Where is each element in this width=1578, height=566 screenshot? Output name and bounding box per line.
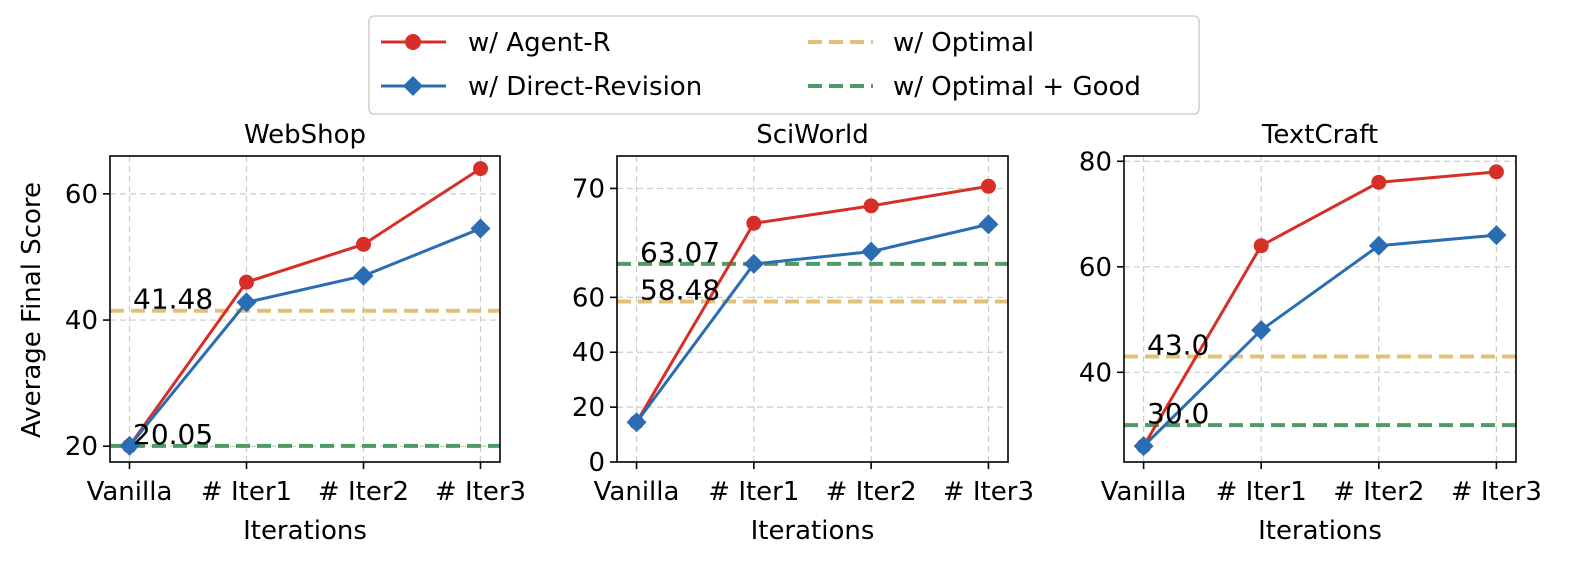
panel-title-textcraft: TextCraft — [1261, 120, 1378, 150]
point-direct-revision — [119, 435, 140, 456]
x-axis-title: Iterations — [243, 516, 367, 546]
series-line-agent-r — [635, 184, 989, 423]
x-tick-label: # Iter3 — [1451, 477, 1542, 507]
point-agent-r — [239, 274, 254, 290]
point-agent-r — [356, 236, 371, 252]
legend-label-optimal: w/ Optimal — [893, 28, 1034, 58]
x-tick-label: # Iter2 — [1333, 477, 1424, 507]
x-tick-label: # Iter1 — [201, 477, 292, 507]
panel-title-sciworld: SciWorld — [756, 120, 869, 150]
reference-label-optimal: 41.48 — [133, 283, 213, 316]
series-line-direct-revision — [635, 222, 989, 424]
legend-item-direct-revision: w/ Direct-Revision — [381, 72, 702, 102]
y-tick-label: 20 — [65, 432, 98, 462]
point-agent-r — [1253, 238, 1269, 254]
legend-label-direct-revision: w/ Direct-Revision — [468, 72, 702, 102]
panel-sciworld: 58.48 63.07 0 20 40 60 70 Vanilla # Iter1 # Iter2… — [572, 120, 1034, 546]
legend-marker-direct-revision — [403, 76, 423, 96]
legend: w/ Agent-R w/ Direct-Revision w/ Optimal… — [368, 15, 1200, 115]
legend-item-optimal-good: w/ Optimal + Good — [808, 72, 1141, 102]
y-tick-label: 80 — [1079, 147, 1112, 177]
reference-label-optimal-good: 63.07 — [640, 236, 720, 269]
point-direct-revision — [1486, 225, 1507, 246]
x-tick-label: # Iter3 — [435, 477, 526, 507]
x-tick-label: # Iter2 — [826, 477, 917, 507]
point-agent-r — [473, 161, 488, 177]
legend-item-agent-r: w/ Agent-R — [381, 28, 611, 58]
point-direct-revision — [861, 241, 882, 262]
series-line-agent-r — [1142, 170, 1497, 447]
series-line-agent-r — [128, 167, 482, 447]
legend-label-optimal-good: w/ Optimal + Good — [893, 72, 1141, 102]
y-tick-label: 40 — [572, 338, 605, 368]
point-direct-revision — [236, 292, 257, 313]
y-tick-label: 60 — [1079, 253, 1112, 283]
point-direct-revision — [1251, 320, 1272, 341]
x-tick-label: # Iter1 — [1216, 477, 1307, 507]
series-line-direct-revision — [128, 227, 482, 447]
point-agent-r — [1488, 164, 1504, 180]
y-tick-label: 20 — [572, 393, 605, 423]
reference-label-optimal-good: 20.05 — [133, 418, 213, 451]
point-direct-revision — [470, 218, 491, 239]
series-line-direct-revision — [1142, 233, 1497, 448]
reference-label-optimal: 43.0 — [1147, 328, 1209, 361]
point-agent-r — [746, 215, 762, 231]
legend-frame — [368, 15, 1200, 115]
point-direct-revision — [743, 253, 764, 274]
point-direct-revision — [1133, 436, 1154, 457]
legend-item-optimal: w/ Optimal — [808, 28, 1034, 58]
point-agent-r — [863, 198, 879, 214]
panel-textcraft: 43.0 30.0 40 60 80 Vanilla # Iter1 # Iter2 # Ite… — [1079, 120, 1542, 546]
y-tick-label: 40 — [65, 306, 98, 336]
x-axis-title: Iterations — [751, 516, 875, 546]
legend-marker-agent-r — [405, 34, 421, 50]
x-tick-label: Vanilla — [87, 477, 173, 507]
y-tick-label: 0 — [588, 448, 605, 478]
reference-label-optimal-good: 30.0 — [1147, 397, 1209, 430]
plot-frame — [616, 155, 1009, 463]
y-axis-title: Average Final Score — [17, 182, 47, 438]
y-tick-label: 60 — [65, 180, 98, 210]
point-direct-revision — [626, 412, 647, 433]
point-agent-r — [980, 178, 996, 194]
y-tick-label: 60 — [572, 283, 605, 313]
point-direct-revision — [978, 214, 999, 235]
panel-webshop: 41.48 20.05 20 40 60 Vanilla # Iter1 # Iter2 # I… — [65, 120, 526, 546]
y-tick-label: 70 — [572, 174, 605, 204]
point-agent-r — [1371, 174, 1387, 190]
plot-frame — [1123, 155, 1517, 463]
x-tick-label: # Iter3 — [943, 477, 1034, 507]
legend-label-agent-r: w/ Agent-R — [468, 28, 611, 58]
x-axis-title: Iterations — [1258, 516, 1382, 546]
x-tick-label: # Iter1 — [708, 477, 799, 507]
panel-title-webshop: WebShop — [244, 120, 366, 150]
x-tick-label: Vanilla — [1101, 477, 1187, 507]
point-direct-revision — [1368, 235, 1389, 256]
x-tick-label: Vanilla — [594, 477, 680, 507]
plot-frame — [109, 155, 501, 463]
x-tick-label: # Iter2 — [318, 477, 409, 507]
y-tick-label: 40 — [1079, 358, 1112, 388]
point-direct-revision — [353, 265, 374, 286]
reference-label-optimal: 58.48 — [640, 274, 720, 307]
